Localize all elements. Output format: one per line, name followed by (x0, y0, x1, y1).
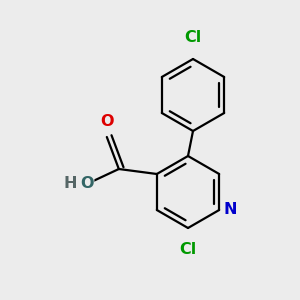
Text: O: O (80, 176, 94, 191)
Text: H: H (63, 176, 77, 191)
Text: N: N (223, 202, 237, 217)
Text: O: O (100, 114, 114, 129)
Text: Cl: Cl (179, 242, 197, 257)
Text: Cl: Cl (184, 30, 202, 45)
